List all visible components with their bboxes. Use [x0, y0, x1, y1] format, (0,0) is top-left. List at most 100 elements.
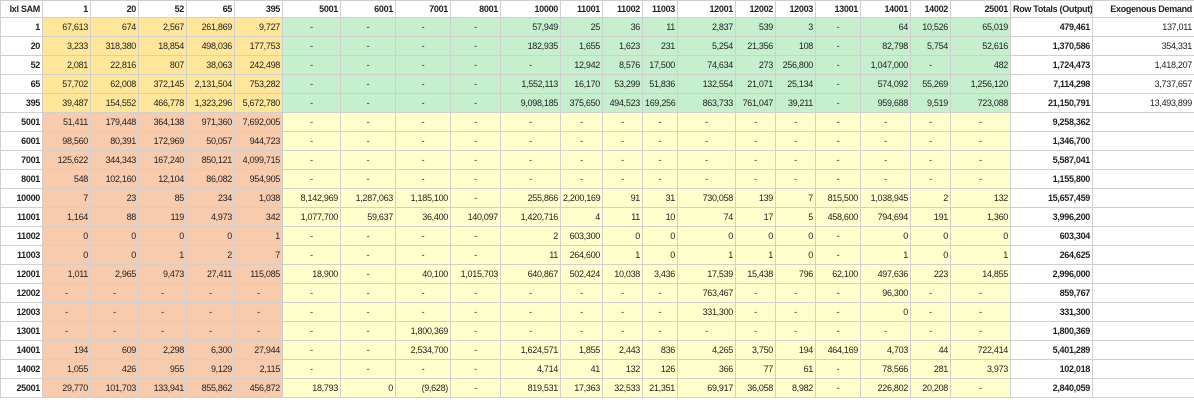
- column-header: 395: [234, 0, 283, 18]
- value-cell: -: [90, 321, 139, 341]
- value-cell: -: [138, 321, 187, 341]
- value-cell: 7: [234, 245, 283, 265]
- value-cell: 194: [42, 340, 91, 360]
- value-cell: 944,723: [234, 131, 283, 151]
- empty-cell: [1092, 112, 1194, 132]
- value-cell: 372,145: [138, 74, 187, 94]
- value-cell: -: [395, 150, 451, 170]
- row-label: 12001: [0, 264, 43, 284]
- value-cell: -: [950, 378, 1011, 398]
- value-cell: 53,299: [602, 74, 643, 94]
- value-cell: 14,855: [950, 264, 1011, 284]
- exogenous-demand: 1,418,207: [1092, 55, 1194, 75]
- value-cell: 331,300: [677, 302, 736, 322]
- value-cell: 0: [860, 302, 911, 322]
- value-cell: -: [450, 245, 501, 265]
- value-cell: -: [138, 283, 187, 303]
- row-total: 15,657,459: [1010, 188, 1093, 208]
- row-total: 1,800,369: [1010, 321, 1093, 341]
- value-cell: 102,160: [90, 169, 139, 189]
- row-label: 14001: [0, 340, 43, 360]
- value-cell: 9,473: [138, 264, 187, 284]
- value-cell: 154,552: [90, 93, 139, 113]
- value-cell: -: [450, 93, 501, 113]
- value-cell: 0: [42, 226, 91, 246]
- value-cell: -: [340, 36, 396, 56]
- value-cell: 364,138: [138, 112, 187, 132]
- value-cell: 11: [500, 245, 561, 265]
- value-cell: -: [395, 55, 451, 75]
- value-cell: -: [340, 359, 396, 379]
- value-cell: 863,733: [677, 93, 736, 113]
- empty-cell: [1092, 150, 1194, 170]
- value-cell: 25,134: [775, 74, 816, 94]
- value-cell: -: [450, 55, 501, 75]
- column-header: 20: [90, 0, 139, 18]
- value-cell: 17,500: [642, 55, 678, 75]
- value-cell: 836: [642, 340, 678, 360]
- value-cell: -: [282, 359, 341, 379]
- value-cell: -: [775, 150, 816, 170]
- value-cell: -: [815, 74, 861, 94]
- value-cell: -: [340, 131, 396, 151]
- value-cell: -: [602, 131, 643, 151]
- value-cell: 1,552,113: [500, 74, 561, 94]
- value-cell: 119: [138, 207, 187, 227]
- data-row: 395 39,487 154,552 466,778 1,323,296 5,672,78…: [0, 93, 1194, 113]
- data-row: 12001 1,011 2,965 9,473 27,411 115,085 18,900-…: [0, 264, 1194, 284]
- value-cell: -: [500, 55, 561, 75]
- value-cell: 1,164: [42, 207, 91, 227]
- value-cell: 98,560: [42, 131, 91, 151]
- value-cell: -: [395, 302, 451, 322]
- value-cell: -: [500, 150, 561, 170]
- corner-header: Ixl SAM: [0, 0, 43, 18]
- value-cell: -: [815, 150, 861, 170]
- value-cell: -: [735, 321, 776, 341]
- value-cell: 12,942: [560, 55, 603, 75]
- empty-cell: [1092, 378, 1194, 398]
- data-row: 52 2,081 22,816 807 38,063 242,498- - - - -12,942…: [0, 55, 1194, 75]
- column-header: 10000: [500, 0, 561, 18]
- value-cell: 1,185,100: [395, 188, 451, 208]
- empty-cell: [1092, 226, 1194, 246]
- value-cell: -: [282, 169, 341, 189]
- value-cell: 1,360: [950, 207, 1011, 227]
- value-cell: -: [450, 378, 501, 398]
- value-cell: -: [910, 131, 951, 151]
- value-cell: 2,965: [90, 264, 139, 284]
- data-row: 10000 7 23 85 234 1,038 8,142,969 1,287,063 1,18…: [0, 188, 1194, 208]
- value-cell: 281: [910, 359, 951, 379]
- value-cell: 169,256: [642, 93, 678, 113]
- value-cell: 132,554: [677, 74, 736, 94]
- data-row: 12003- - - - - - - - - - - - -331,300- - -0- -331,300: [0, 302, 1194, 322]
- value-cell: 0: [677, 226, 736, 246]
- value-cell: -: [642, 302, 678, 322]
- value-cell: 344,343: [90, 150, 139, 170]
- value-cell: 1,323,296: [186, 93, 235, 113]
- value-cell: 2,200,169: [560, 188, 603, 208]
- value-cell: -: [234, 302, 283, 322]
- value-cell: 0: [775, 226, 816, 246]
- row-label: 12003: [0, 302, 43, 322]
- empty-cell: [1092, 131, 1194, 151]
- value-cell: 609: [90, 340, 139, 360]
- value-cell: 2: [500, 226, 561, 246]
- value-cell: -: [500, 283, 561, 303]
- value-cell: -: [450, 112, 501, 132]
- value-cell: 22,816: [90, 55, 139, 75]
- value-cell: 1,077,700: [282, 207, 341, 227]
- row-total: 3,996,200: [1010, 207, 1093, 227]
- value-cell: 761,047: [735, 93, 776, 113]
- value-cell: 1,055: [42, 359, 91, 379]
- value-cell: 1,420,716: [500, 207, 561, 227]
- value-cell: 62,100: [815, 264, 861, 284]
- value-cell: -: [234, 321, 283, 341]
- data-row: 11003 0 0 1 2 7- - - -11 264,600 1 0 1 1 0-1 0 1 264,625: [0, 245, 1194, 265]
- value-cell: 40,100: [395, 264, 451, 284]
- value-cell: 86,082: [186, 169, 235, 189]
- value-cell: -: [395, 245, 451, 265]
- value-cell: 9,129: [186, 359, 235, 379]
- value-cell: 1,624,571: [500, 340, 561, 360]
- value-cell: 456,872: [234, 378, 283, 398]
- value-cell: -: [450, 321, 501, 341]
